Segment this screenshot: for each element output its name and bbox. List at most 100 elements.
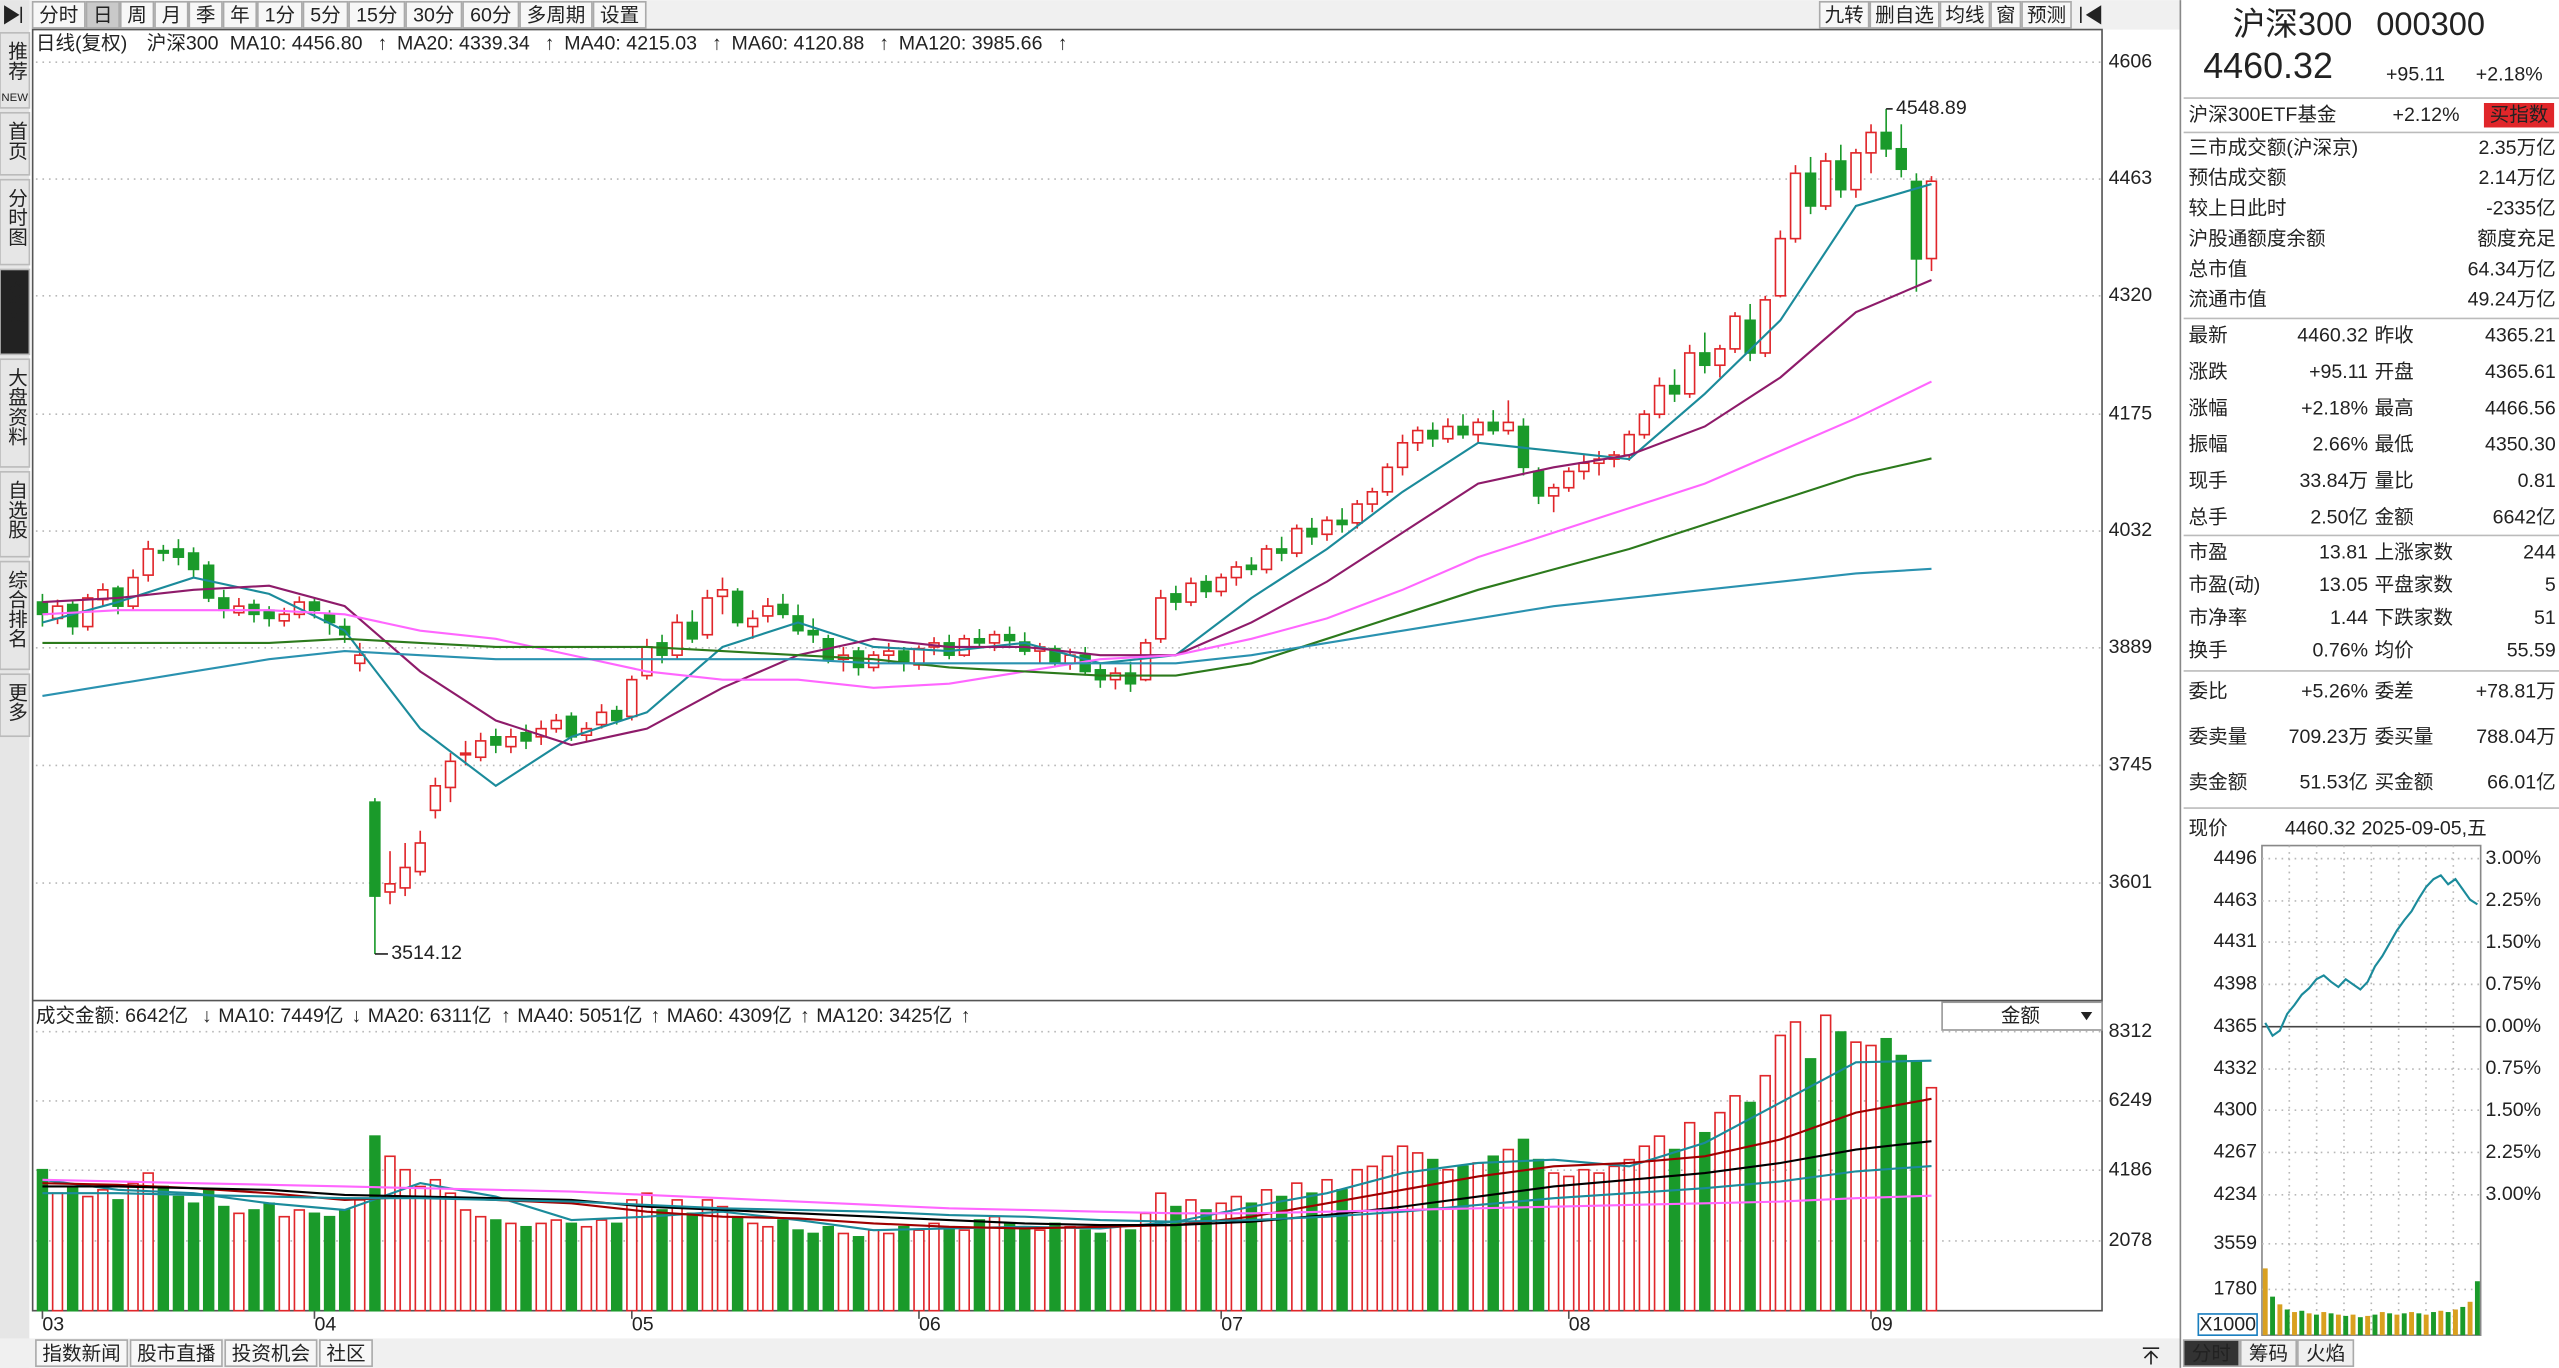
volume-bar (429, 1178, 442, 1312)
bottom-tab-label[interactable]: 投资机会 (232, 1343, 310, 1365)
period-button[interactable] (85, 1, 120, 29)
volume-ma-legend: MA40: 5051亿 (517, 1005, 642, 1027)
period-button[interactable] (31, 1, 86, 29)
period-label[interactable]: 60分 (470, 5, 511, 27)
tool-button[interactable] (1990, 1, 2022, 29)
period-button[interactable] (154, 1, 189, 29)
sidebar-label[interactable]: 综合排名 (5, 570, 28, 648)
tool-label[interactable]: 删自选 (1875, 5, 1934, 27)
period-label[interactable]: 月 (162, 5, 182, 27)
volume-bar (1306, 1192, 1318, 1312)
sidebar-tab[interactable] (0, 32, 31, 109)
metric-selector-label[interactable]: 金额 (2001, 1005, 2041, 1027)
intraday-volume-bar (2401, 1313, 2407, 1336)
tool-button[interactable] (1939, 1, 1991, 29)
period-label[interactable]: 设置 (600, 5, 639, 27)
y-tick-label: 2078 (2109, 1229, 2153, 1251)
period-button[interactable] (592, 1, 647, 29)
volume-bar (1139, 1212, 1152, 1312)
period-label[interactable]: 1分 (265, 5, 295, 27)
period-button[interactable] (348, 1, 406, 29)
buy-button[interactable] (2483, 103, 2555, 128)
tool-label[interactable]: 窗 (1996, 5, 2016, 27)
sidebar-label[interactable]: 分时图 (5, 188, 28, 247)
bottom-tab[interactable] (224, 1339, 318, 1367)
market-value: 2.35万亿 (2478, 137, 2555, 159)
volume-bar (263, 1202, 275, 1312)
sidebar-label[interactable]: K线图 (5, 278, 28, 330)
intraday-tab[interactable] (2239, 1339, 2298, 1367)
sidebar-tab[interactable] (0, 111, 31, 176)
period-label[interactable]: 15分 (356, 5, 397, 27)
period-button[interactable] (405, 1, 463, 29)
stat-label: 涨跌 (2189, 361, 2228, 383)
sidebar-label[interactable]: 大盘资料 (5, 367, 28, 445)
intraday-volume-bar (2416, 1313, 2422, 1336)
intraday-tab[interactable] (2297, 1339, 2355, 1367)
period-label[interactable]: 周 (127, 5, 147, 27)
buy-button-label[interactable]: 买指数 (2490, 104, 2549, 126)
sidebar-tab[interactable] (0, 560, 31, 671)
x-tick-label: 03 (42, 1314, 64, 1336)
tool-button[interactable] (1869, 1, 1940, 29)
sidebar-label[interactable]: 更多 (5, 682, 28, 721)
dropdown-arrow[interactable] (2080, 1012, 2093, 1021)
bottom-tab-label[interactable]: 指数新闻 (42, 1343, 120, 1365)
period-button[interactable] (462, 1, 520, 29)
period-label[interactable]: 年 (230, 5, 250, 27)
intraday-tab[interactable] (2182, 1339, 2240, 1367)
expand-icon[interactable] (2080, 5, 2102, 25)
stat-label: 最新 (2189, 325, 2228, 347)
tool-button[interactable] (1818, 1, 1870, 29)
intraday-tab-label[interactable]: 筹码 (2249, 1343, 2288, 1365)
volume-ma-legend: MA120: 3425亿 (816, 1005, 952, 1027)
period-label[interactable]: 日 (93, 5, 113, 27)
intraday-volume-bar (2284, 1309, 2290, 1336)
period-label[interactable]: 季 (196, 5, 216, 27)
period-button[interactable] (302, 1, 349, 29)
intraday-tab-label[interactable]: 分时 (2192, 1343, 2231, 1365)
top-icon[interactable] (2142, 1347, 2160, 1365)
period-label[interactable]: 多周期 (527, 5, 586, 27)
period-button[interactable] (188, 1, 223, 29)
period-label[interactable]: 30分 (413, 5, 454, 27)
volume-ma-legend: MA10: 7449亿 (218, 1005, 343, 1027)
bottom-tab[interactable] (129, 1339, 223, 1367)
intraday-tab-label[interactable]: 火焰 (2306, 1343, 2345, 1365)
pct-tick-label: 3.00% (2486, 847, 2542, 869)
sidebar-tab[interactable] (0, 358, 31, 468)
price-change: +95.11 (2386, 63, 2445, 85)
period-label[interactable]: 5分 (310, 5, 340, 27)
tool-label[interactable]: 预测 (2027, 5, 2066, 27)
sidebar-label[interactable]: 自选股 (5, 480, 28, 539)
tool-button[interactable] (2021, 1, 2072, 29)
bottom-tab-label[interactable]: 社区 (326, 1343, 365, 1365)
metric-selector[interactable] (1941, 1001, 2103, 1031)
candle-body (1321, 519, 1333, 536)
period-label[interactable]: 分时 (39, 5, 78, 27)
sidebar-tab[interactable] (0, 471, 31, 558)
bottom-tab[interactable] (35, 1339, 129, 1367)
collapse-icon[interactable] (4, 5, 23, 25)
unit-box (2197, 1313, 2258, 1336)
bottom-tab[interactable] (319, 1339, 373, 1367)
sidebar-label[interactable]: 首页 (5, 121, 28, 160)
candle-body (1411, 429, 1424, 444)
sidebar-tab[interactable] (0, 178, 31, 266)
period-button[interactable] (222, 1, 258, 29)
sidebar-label[interactable]: 推荐 (5, 41, 28, 81)
bottom-tab-label[interactable]: 股市直播 (137, 1343, 216, 1365)
sidebar-tab[interactable] (0, 268, 31, 356)
tool-label[interactable]: 均线 (1945, 5, 1984, 27)
period-button[interactable] (257, 1, 303, 29)
sidebar-tab[interactable] (0, 673, 31, 738)
candle-body (807, 629, 819, 636)
candle-body (1472, 421, 1484, 436)
period-button[interactable] (519, 1, 593, 29)
period-button[interactable] (119, 1, 155, 29)
volume-bar (913, 1229, 925, 1312)
pct-tick-label: 0.00% (2486, 1015, 2542, 1037)
volume-bar (1653, 1135, 1666, 1312)
tool-label[interactable]: 九转 (1825, 5, 1864, 27)
candle-body (1759, 299, 1771, 354)
